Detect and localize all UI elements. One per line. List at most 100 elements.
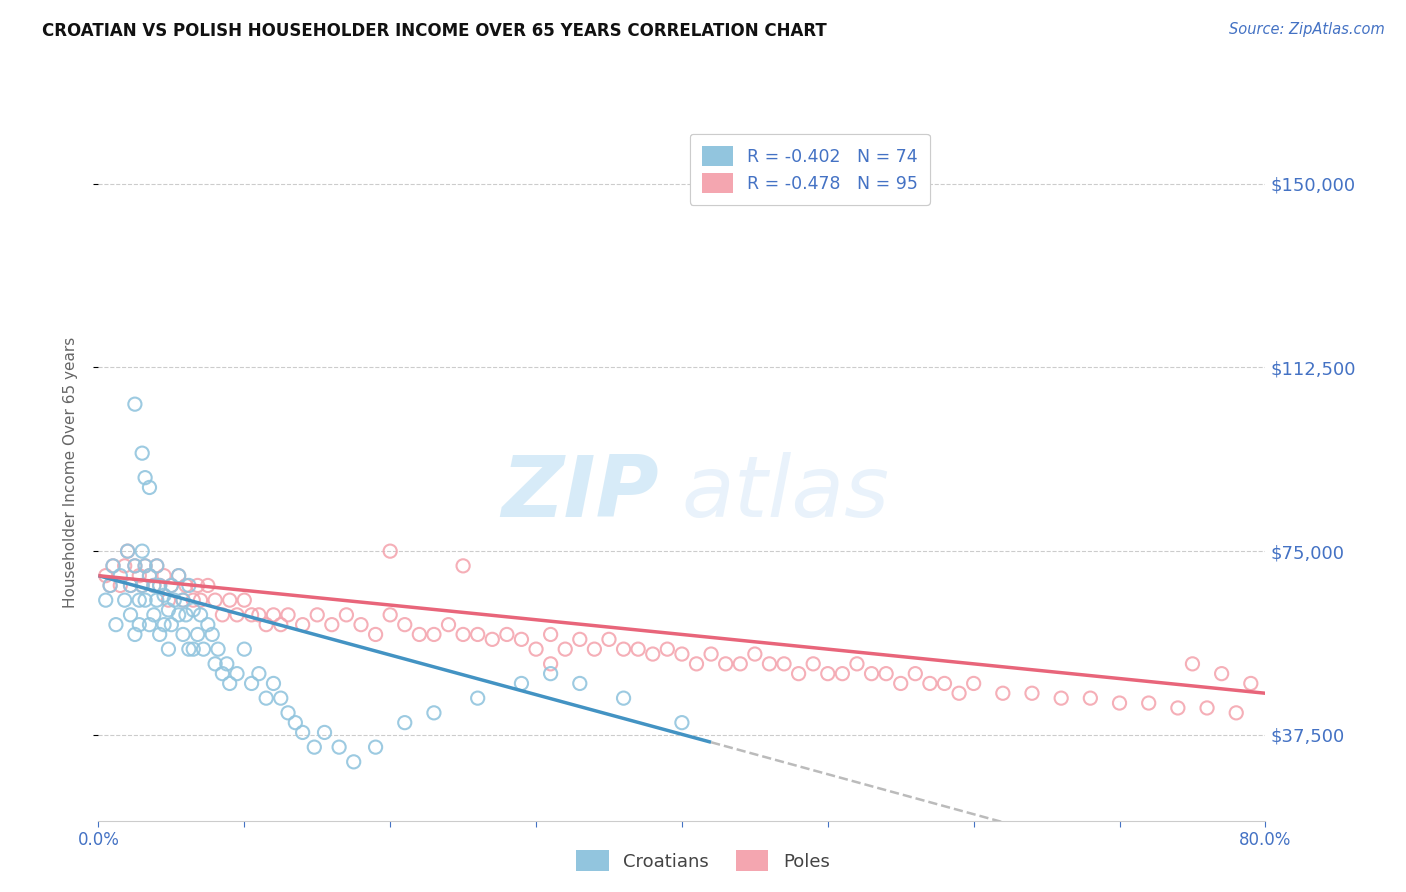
Point (172, 593, 194, 607)
Point (817, 666, 839, 681)
Point (554, 642, 576, 657)
Point (254, 617, 277, 632)
Point (247, 666, 270, 681)
Point (142, 578, 165, 592)
Point (270, 617, 292, 632)
Text: Source: ZipAtlas.com: Source: ZipAtlas.com (1229, 22, 1385, 37)
Point (134, 470, 156, 484)
Point (291, 725, 314, 739)
Point (254, 691, 277, 706)
Point (394, 617, 416, 632)
Point (510, 632, 533, 647)
Point (918, 676, 941, 690)
Point (160, 617, 183, 632)
Point (1225, 706, 1247, 720)
Point (190, 593, 212, 607)
Point (131, 544, 153, 558)
Point (1021, 686, 1043, 700)
Point (98, 578, 121, 592)
Point (307, 607, 329, 622)
Point (181, 593, 204, 607)
Point (671, 647, 693, 661)
Point (962, 676, 984, 690)
Point (110, 568, 132, 582)
Point (174, 578, 197, 592)
Point (612, 642, 634, 657)
Point (671, 715, 693, 730)
Point (247, 607, 270, 622)
Point (207, 642, 229, 657)
Point (685, 657, 707, 671)
Point (167, 568, 190, 582)
Point (467, 691, 489, 706)
Point (451, 558, 474, 573)
Point (117, 544, 139, 558)
Point (190, 607, 212, 622)
Point (583, 642, 606, 657)
Point (146, 558, 169, 573)
Point (131, 578, 153, 592)
Point (627, 642, 650, 657)
Point (101, 558, 124, 573)
Point (149, 578, 172, 592)
Point (120, 578, 142, 592)
Point (524, 642, 547, 657)
Point (904, 666, 927, 681)
Point (218, 593, 240, 607)
Point (304, 740, 326, 755)
Point (131, 446, 153, 460)
Point (394, 715, 416, 730)
Point (157, 593, 180, 607)
Point (233, 642, 256, 657)
Point (134, 558, 156, 573)
Point (204, 593, 226, 607)
Point (335, 607, 357, 622)
Point (568, 676, 591, 690)
Point (226, 607, 249, 622)
Point (138, 568, 160, 582)
Point (181, 642, 204, 657)
Point (131, 578, 153, 592)
Point (149, 627, 172, 641)
Point (94, 568, 117, 582)
Point (128, 617, 150, 632)
Point (277, 607, 299, 622)
Point (540, 627, 562, 641)
Point (110, 578, 132, 592)
Point (187, 578, 209, 592)
Point (197, 617, 219, 632)
Point (467, 627, 489, 641)
Point (94, 593, 117, 607)
Point (128, 568, 150, 582)
Point (714, 657, 737, 671)
Point (598, 632, 620, 647)
Point (262, 607, 284, 622)
Point (1108, 696, 1130, 710)
Point (134, 593, 156, 607)
Point (149, 578, 172, 592)
Point (174, 607, 197, 622)
Point (101, 558, 124, 573)
Point (1137, 696, 1160, 710)
Point (187, 627, 209, 641)
Legend: R = -0.402   N = 74, R = -0.478   N = 95: R = -0.402 N = 74, R = -0.478 N = 95 (690, 134, 929, 205)
Point (641, 647, 664, 661)
Point (177, 642, 200, 657)
Point (437, 617, 460, 632)
Point (114, 593, 136, 607)
Point (181, 603, 204, 617)
Point (875, 666, 897, 681)
Point (378, 544, 402, 558)
Point (146, 593, 169, 607)
Point (744, 647, 766, 661)
Point (120, 578, 142, 592)
Point (124, 397, 146, 411)
Point (1167, 701, 1189, 715)
Point (291, 617, 314, 632)
Point (177, 578, 200, 592)
Point (321, 617, 343, 632)
Point (481, 632, 503, 647)
Point (314, 725, 336, 739)
Point (98, 578, 121, 592)
Point (700, 647, 723, 661)
